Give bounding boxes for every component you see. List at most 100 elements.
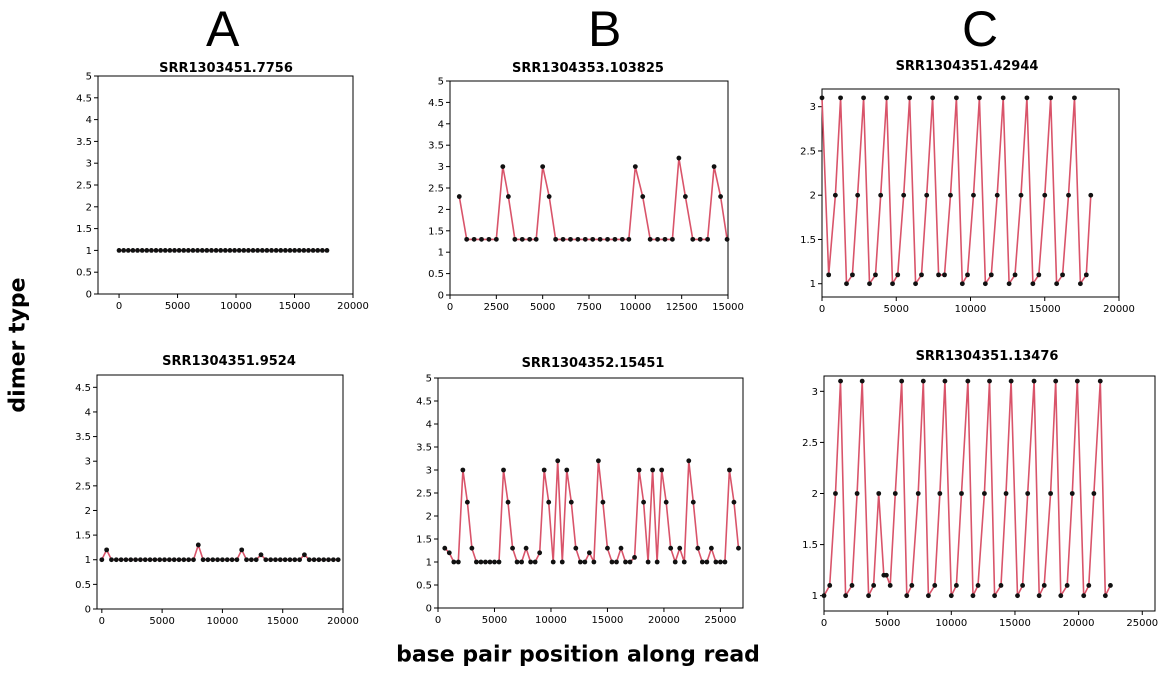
data-point bbox=[162, 557, 167, 563]
data-point bbox=[1086, 583, 1092, 588]
data-point bbox=[704, 559, 710, 565]
data-point bbox=[827, 583, 833, 588]
x-tick-label: 0 bbox=[819, 304, 825, 315]
data-point bbox=[1108, 583, 1113, 588]
data-point bbox=[909, 583, 915, 588]
data-point bbox=[210, 557, 216, 563]
data-point bbox=[227, 248, 233, 253]
data-point bbox=[510, 545, 515, 551]
data-point bbox=[166, 557, 172, 563]
data-point bbox=[123, 557, 129, 563]
data-point bbox=[277, 557, 283, 563]
data-point bbox=[854, 491, 860, 496]
data-point bbox=[130, 248, 136, 253]
data-point bbox=[204, 248, 210, 253]
data-point bbox=[668, 545, 674, 551]
data-point bbox=[487, 559, 493, 565]
data-point bbox=[640, 194, 646, 199]
data-point bbox=[670, 236, 675, 242]
data-point bbox=[936, 272, 941, 278]
data-point bbox=[528, 559, 534, 565]
x-tick-label: 15000 bbox=[999, 618, 1031, 629]
x-tick-label: 7500 bbox=[576, 302, 601, 313]
data-point bbox=[1060, 272, 1065, 278]
x-tick-label: 15000 bbox=[1029, 304, 1061, 315]
data-point bbox=[711, 164, 717, 170]
data-point bbox=[255, 248, 261, 253]
data-point bbox=[920, 378, 926, 384]
data-point bbox=[162, 248, 168, 253]
data-point bbox=[479, 236, 484, 242]
y-tick-label: 2.5 bbox=[76, 181, 92, 192]
data-point bbox=[546, 194, 552, 199]
data-point bbox=[982, 491, 987, 496]
x-tick-label: 10000 bbox=[220, 301, 252, 312]
data-point bbox=[867, 281, 872, 287]
data-point bbox=[269, 248, 274, 253]
data-point bbox=[998, 583, 1004, 588]
data-point bbox=[577, 559, 583, 565]
data-point bbox=[866, 593, 871, 599]
y-tick-label: 2 bbox=[812, 489, 818, 500]
data-point bbox=[321, 557, 327, 563]
data-point bbox=[575, 236, 581, 242]
data-point bbox=[895, 272, 901, 278]
data-point bbox=[586, 550, 592, 556]
data-point bbox=[1031, 378, 1037, 384]
chart-panel-2: SRR1304353.103825 0 0.5 1 1.5 2 2.5 3 3.5 4 4.5 5 0 2… bbox=[428, 61, 744, 313]
data-point bbox=[1097, 378, 1103, 384]
data-point bbox=[1064, 583, 1070, 588]
chart-title: SRR1304351.13476 bbox=[916, 349, 1059, 364]
data-point bbox=[199, 248, 205, 253]
data-point bbox=[614, 559, 619, 565]
x-tick-label: 10000 bbox=[619, 302, 651, 313]
data-point bbox=[609, 559, 615, 565]
data-point bbox=[1054, 281, 1060, 287]
y-tick-label: 0 bbox=[438, 291, 444, 302]
data-point bbox=[241, 248, 247, 253]
column-label-a: A bbox=[206, 1, 240, 57]
x-tick-label: 20000 bbox=[1103, 304, 1135, 315]
series-line bbox=[444, 459, 740, 563]
data-point bbox=[915, 491, 921, 496]
y-tick-label: 2.5 bbox=[75, 481, 91, 492]
x-tick-label: 15000 bbox=[712, 302, 744, 313]
data-point bbox=[301, 248, 307, 253]
data-point bbox=[144, 248, 150, 253]
data-point bbox=[185, 248, 191, 253]
data-point bbox=[181, 557, 187, 563]
chart-title: SRR1304353.103825 bbox=[512, 61, 664, 76]
data-point bbox=[1006, 281, 1012, 287]
data-point bbox=[932, 583, 938, 588]
data-point bbox=[519, 236, 525, 242]
data-point bbox=[965, 378, 971, 384]
data-point bbox=[843, 593, 849, 599]
chart-title: SRR1304351.9524 bbox=[162, 354, 296, 369]
data-point bbox=[324, 248, 330, 253]
data-point bbox=[605, 236, 610, 242]
data-point bbox=[736, 545, 741, 551]
y-tick-label: 3.5 bbox=[416, 443, 432, 454]
data-point bbox=[959, 281, 965, 287]
y-tick-label: 3 bbox=[85, 457, 91, 468]
data-point bbox=[832, 192, 838, 198]
data-point bbox=[268, 557, 274, 563]
data-point bbox=[253, 557, 259, 563]
data-point bbox=[682, 194, 688, 199]
y-tick-label: 0.5 bbox=[76, 268, 92, 279]
data-point bbox=[1069, 491, 1075, 496]
y-tick-label: 3.5 bbox=[428, 141, 444, 152]
data-point bbox=[718, 194, 723, 199]
x-tick-label: 10000 bbox=[935, 618, 967, 629]
data-point bbox=[195, 248, 201, 253]
data-point bbox=[873, 272, 878, 278]
data-point bbox=[138, 557, 143, 563]
y-tick-label: 3 bbox=[438, 162, 444, 173]
data-point bbox=[899, 378, 905, 384]
y-tick-label: 2 bbox=[438, 205, 444, 216]
y-tick-label: 1 bbox=[810, 279, 816, 290]
data-point bbox=[994, 192, 1000, 198]
data-point bbox=[878, 192, 884, 198]
data-point bbox=[1091, 491, 1097, 496]
plot-frame bbox=[96, 374, 344, 610]
